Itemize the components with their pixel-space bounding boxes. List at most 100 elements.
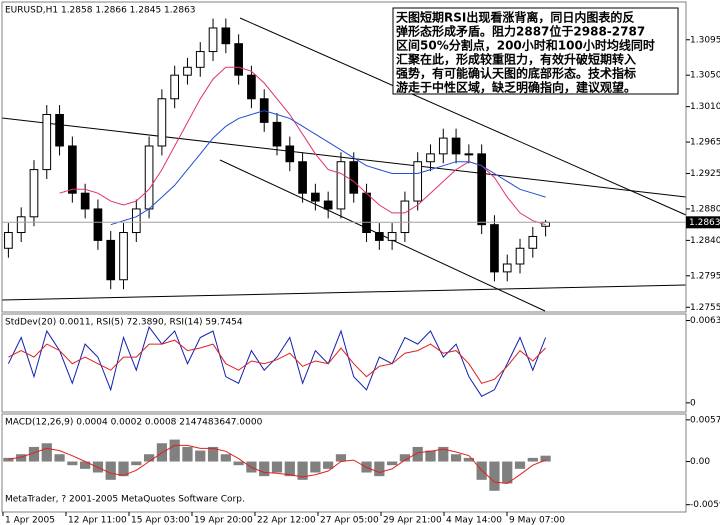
histogram-bar <box>412 446 423 462</box>
trend-line <box>239 17 687 216</box>
histogram-bar <box>233 461 244 466</box>
histogram-bar <box>220 454 231 462</box>
candle-body <box>438 137 448 155</box>
candle-body <box>490 224 499 273</box>
candle-body <box>311 192 320 202</box>
y-tick-label: 1.3010 <box>690 102 720 112</box>
histogram-bar <box>297 461 308 480</box>
annotation-box <box>392 7 679 95</box>
histogram-bar <box>41 443 52 462</box>
y-tick-label: 1.2755 <box>690 303 720 313</box>
histogram-bar <box>143 454 155 462</box>
current-price-label: 1.2863 <box>689 218 720 228</box>
histogram-bar <box>399 454 411 462</box>
candle-body <box>285 145 295 163</box>
histogram-bar <box>259 461 270 477</box>
panel-frame <box>1 1 687 313</box>
indicator-line <box>59 66 546 226</box>
histogram-bar <box>284 461 295 477</box>
histogram-bar <box>450 454 462 462</box>
x-tick-label: 4 May 14:00 <box>446 516 502 525</box>
candle-body <box>349 161 359 194</box>
histogram-bar <box>271 461 283 473</box>
candle-body <box>68 145 77 194</box>
y-tick-label: 0.00 <box>690 457 710 467</box>
histogram-bar <box>323 461 334 469</box>
x-tick-label: 19 Apr 20:00 <box>194 516 253 525</box>
candle-body <box>247 74 256 100</box>
y-tick-label: 1.2795 <box>690 271 720 281</box>
histogram-bar <box>16 454 27 462</box>
candle-body <box>464 153 474 156</box>
candle-body <box>413 161 423 202</box>
histogram-bar <box>28 446 40 462</box>
histogram-bar <box>438 446 449 462</box>
indicator-line <box>8 444 546 485</box>
indicator-line <box>7 326 547 397</box>
candle-body <box>400 200 410 234</box>
y-tick-label: 1.2880 <box>690 204 720 214</box>
annotation-line: 区间50%分割点，200小时和100小时均线同时 <box>396 38 655 53</box>
histogram-bar <box>131 461 142 466</box>
candle-body <box>29 169 39 218</box>
histogram-bar <box>3 457 14 462</box>
histogram-bar <box>118 461 129 477</box>
panel-title: MACD(12,26,9) 0.0004 0.0002 0.0008 21474… <box>5 418 263 428</box>
histogram-bar <box>374 461 385 477</box>
candle-body <box>80 192 90 210</box>
candle-body <box>336 161 346 210</box>
panel-title: EURUSD,H1 1.2858 1.2866 1.2845 1.2863 <box>5 6 196 16</box>
histogram-bar <box>182 446 193 462</box>
annotation: 天图短期RSI出现看涨背离，同日内图表的反弹形态形成矛盾。阻力2887位于298… <box>392 7 679 95</box>
x-tick-label: 15 Apr 03:00 <box>131 516 190 525</box>
candle-body <box>515 247 525 265</box>
y-tick-label: 1.3050 <box>690 71 720 81</box>
annotation-line: 游走于中性区域，缺乏明确指向，建议观望。 <box>396 80 636 95</box>
x-tick-label: 29 Apr 21:00 <box>383 516 442 525</box>
candle-body <box>323 200 333 210</box>
histogram-bar <box>540 455 551 462</box>
annotation-line: 天图短期RSI出现看涨背离，同日内图表的反 <box>396 10 634 25</box>
candle-body <box>477 153 486 226</box>
histogram-bar <box>335 454 347 462</box>
candle-body <box>16 216 26 234</box>
candle-body <box>374 232 384 241</box>
candle-body <box>131 208 141 234</box>
y-tick-label: 1.2925 <box>690 169 720 179</box>
candle-body <box>234 43 243 76</box>
histogram-bar <box>463 457 474 462</box>
histogram-bar <box>105 461 116 480</box>
y-tick-label: 0.0063 <box>690 316 720 326</box>
annotation-line: 强势，有可能确认天图的底部形态。技术指标 <box>396 66 636 81</box>
trend-line <box>1 284 687 301</box>
y-tick-label: 1.3095 <box>690 35 720 45</box>
histogram-bar <box>207 446 219 462</box>
histogram-bar <box>169 439 180 462</box>
panel-title: StdDev(20) 0.0011, RSI(5) 72.3890, RSI(1… <box>5 318 243 328</box>
candle-body <box>502 263 512 273</box>
histogram-bar <box>425 450 436 462</box>
candle-body <box>528 235 538 249</box>
candle-body <box>55 114 64 147</box>
candle-body <box>183 66 192 76</box>
y-tick-label: 0 <box>690 398 696 408</box>
histogram-bar <box>489 461 500 491</box>
candle-body <box>387 232 397 241</box>
histogram-bar <box>502 461 513 484</box>
candle-body <box>272 121 282 147</box>
candle-body <box>298 161 307 194</box>
footer-note: MetaTrader, ? 2001-2005 MetaQuotes Softw… <box>5 495 245 505</box>
candle-body <box>426 153 435 163</box>
x-tick-label: 12 Apr 11:00 <box>68 516 127 525</box>
candle-body <box>93 208 103 241</box>
candle-body <box>157 98 167 147</box>
candle-body <box>106 239 116 281</box>
annotation-line: 弹形态形成矛盾。阻力2887位于2988-2787 <box>396 24 645 39</box>
histogram-bar <box>514 461 526 469</box>
current-price-box <box>686 216 720 229</box>
candle-body <box>451 137 461 155</box>
candle-body <box>208 27 218 53</box>
panel-frame <box>1 413 687 513</box>
histogram-bar <box>195 450 206 462</box>
